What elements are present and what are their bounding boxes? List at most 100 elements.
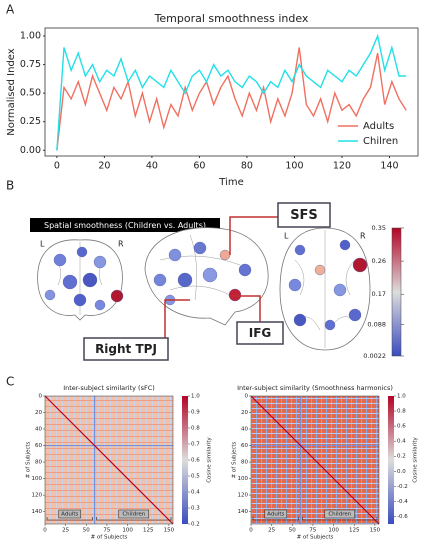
colorbar (182, 396, 188, 524)
y-tick-label: 0 (39, 394, 43, 400)
y-tick-label: 80 (35, 460, 42, 466)
brain-blobs (44, 239, 368, 331)
y-tick-label: 140 (238, 509, 249, 515)
y-tick-label: 100 (32, 476, 43, 482)
diagonal (250, 395, 380, 525)
colorbar-tick-label: 0.5 (191, 474, 200, 480)
colorbar-label: Cosine similarity (207, 436, 213, 482)
region-box (83, 337, 169, 361)
colorbar-tick-label: -0.6 (397, 514, 408, 520)
colorbar-tick-label: 0.35 (372, 224, 386, 232)
y-tick-label: 100 (238, 476, 249, 482)
y-tick-label: 40 (241, 427, 248, 433)
colorbar-tick-label: 0.2 (397, 454, 406, 460)
legend-label: Adults (363, 121, 394, 132)
group-bracket (302, 517, 378, 521)
side-label: R (118, 240, 124, 249)
x-tick-label: 150 (370, 528, 381, 534)
x-tick-label: 0 (249, 528, 253, 534)
plot-frame (250, 395, 380, 525)
colorbar-tick-label: 1.0 (397, 394, 406, 400)
diagonal (44, 395, 174, 525)
colorbar-tick-label: -0.2 (397, 484, 408, 490)
group-box (58, 509, 82, 519)
x-tick-label: 140 (380, 161, 398, 172)
brain-views: Spatial smoothness (Children vs. Adults)… (30, 202, 402, 361)
colorbar-tick-label: 0.7 (191, 442, 200, 448)
panel-label: B (6, 179, 14, 193)
y-tick-label: 0.00 (20, 145, 41, 156)
group-label: Adults (267, 512, 284, 518)
group-label: Children (122, 512, 145, 518)
x-tick-label: 25 (268, 528, 275, 534)
colorbar-tick-label: 0.0022 (363, 352, 386, 360)
x-axis-label: Time (218, 177, 243, 188)
region-label: Right TPJ (95, 342, 157, 356)
y-tick-label: 0.25 (20, 116, 41, 127)
group-bracket (252, 517, 299, 521)
series-line (56, 47, 407, 151)
x-axis-label: # of Subjects (91, 535, 128, 541)
y-tick-label: 120 (238, 493, 249, 499)
colorbar-tick-label: 0.2 (191, 522, 200, 528)
title-box (30, 218, 220, 232)
region-box (236, 321, 284, 345)
colorbar-tick-label: 0.26 (372, 257, 386, 265)
y-tick-label: 60 (241, 443, 248, 449)
y-tick-label: 0 (245, 394, 249, 400)
y-tick-label: 80 (241, 460, 248, 466)
plot-frame (44, 27, 419, 157)
x-tick-label: 150 (164, 528, 175, 534)
colorbar-tick-label: -0.4 (397, 499, 408, 505)
x-tick-label: 60 (193, 161, 205, 172)
colorbar-tick-label: 0.8 (191, 426, 200, 432)
legend-label: Chilren (363, 136, 398, 147)
group-bracket (96, 517, 172, 521)
region-box (277, 202, 331, 228)
y-tick-label: 140 (32, 509, 43, 515)
colorbar (391, 227, 402, 357)
chart-title: Temporal smoothness index (154, 12, 309, 25)
group-label: Children (328, 512, 351, 518)
group-bracket (46, 517, 93, 521)
group-box (118, 509, 150, 519)
colorbar-tick-label: 0.6 (191, 458, 200, 464)
x-axis-label: # of Subjects (297, 535, 334, 541)
y-axis-label: # of Subjects (26, 441, 32, 478)
panel-label: C (6, 375, 14, 389)
plot-frame (44, 395, 174, 525)
group-label: Adults (61, 512, 78, 518)
colorbar (388, 396, 394, 524)
y-axis-label: # of Subjects (232, 441, 238, 478)
panel-label: A (6, 3, 15, 17)
x-tick-label: 125 (349, 528, 360, 534)
side-label: L (284, 232, 289, 241)
region-label: SFS (290, 208, 318, 223)
brain-title: Spatial smoothness (Children vs. Adults) (44, 221, 206, 230)
x-tick-label: 80 (241, 161, 253, 172)
colorbar-tick-label: 0.4 (397, 439, 406, 445)
side-label: R (360, 232, 366, 241)
y-tick-label: 1.00 (20, 31, 41, 42)
x-tick-label: 75 (309, 528, 316, 534)
y-tick-label: 60 (35, 443, 42, 449)
x-tick-label: 125 (143, 528, 154, 534)
x-tick-label: 25 (62, 528, 69, 534)
region-label: IFG (249, 326, 272, 340)
colorbar-tick-label: 0.3 (191, 506, 200, 512)
x-tick-label: 50 (83, 528, 90, 534)
colorbar-tick-label: 0.0 (397, 469, 406, 475)
series-line (56, 33, 407, 151)
colorbar-tick-label: 0.4 (191, 490, 200, 496)
chart-title: Inter-subject similarity (sFC) (63, 384, 155, 392)
group-box (264, 509, 288, 519)
colorbar-tick-label: 0.6 (397, 424, 406, 430)
x-tick-label: 0 (54, 161, 60, 172)
colorbar-tick-label: 0.088 (367, 320, 386, 328)
y-tick-label: 20 (241, 410, 248, 416)
chart-title: Inter-subject similarity (Smoothness har… (237, 384, 393, 392)
x-tick-label: 100 (328, 528, 339, 534)
x-tick-label: 50 (289, 528, 296, 534)
side-label: L (40, 240, 45, 249)
